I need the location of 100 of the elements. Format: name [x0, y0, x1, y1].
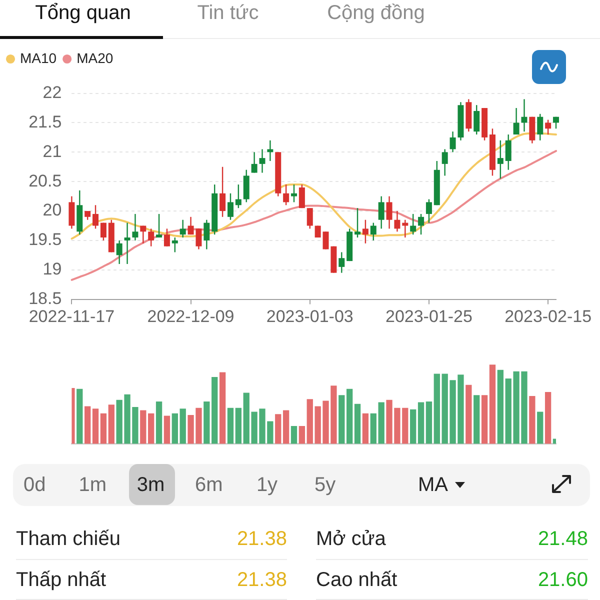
y-tick-label: 20 — [42, 200, 62, 220]
candlestick — [394, 210, 400, 232]
candlestick — [267, 140, 274, 162]
candlestick — [180, 219, 186, 238]
candlestick — [410, 213, 416, 236]
text: MA — [418, 473, 448, 497]
candlestick — [132, 213, 138, 242]
bar — [235, 408, 242, 444]
text: 21.48 — [538, 527, 588, 551]
bar — [338, 395, 345, 444]
text: 1m — [78, 473, 107, 497]
candlestick — [306, 207, 313, 230]
candlestick — [140, 225, 146, 244]
text: Thấp nhất — [16, 568, 106, 592]
bar — [434, 374, 440, 444]
bar — [346, 388, 353, 444]
bar — [481, 395, 488, 444]
candlestick — [164, 228, 170, 247]
bar — [290, 426, 298, 444]
bar — [76, 388, 83, 444]
candlestick — [283, 184, 290, 206]
bar — [227, 408, 234, 444]
bar — [298, 426, 306, 444]
bar — [212, 376, 218, 444]
x-tick-label: 2023-02-15 — [504, 307, 592, 326]
x-tick-label: 2022-12-09 — [147, 307, 234, 326]
bar — [362, 413, 369, 444]
bar — [180, 408, 186, 444]
bar — [156, 401, 162, 444]
y-tick-label: 18.5 — [28, 288, 62, 308]
candlestick — [378, 196, 384, 230]
candlestick — [386, 196, 392, 230]
y-tick-label: 21 — [42, 142, 62, 161]
bar — [108, 404, 114, 444]
bar — [474, 395, 480, 444]
text: 21.38 — [236, 568, 287, 592]
candlestick — [204, 219, 210, 250]
bar — [489, 364, 496, 444]
candlestick — [220, 166, 226, 218]
x-tick-label: 2023-01-03 — [266, 307, 354, 326]
candlestick — [442, 148, 448, 176]
candlestick — [370, 222, 376, 242]
candlestick — [68, 196, 75, 230]
bar — [370, 413, 376, 444]
bar — [426, 401, 432, 444]
y-tick-label: 22 — [42, 82, 62, 102]
text: 21.38 — [236, 527, 287, 551]
candlestick — [537, 113, 544, 141]
text: Cộng đồng — [327, 2, 425, 25]
text: 1y — [256, 473, 278, 497]
bar — [282, 410, 290, 444]
candlestick — [100, 222, 106, 242]
text: Mở cửa — [316, 527, 386, 551]
candlestick — [243, 169, 250, 203]
candlestick — [235, 184, 242, 209]
text: 0d — [23, 473, 46, 497]
x-tick-label: 2023-01-25 — [385, 307, 472, 326]
candlestick — [298, 184, 305, 209]
candlestick — [124, 222, 130, 265]
candlestick — [148, 228, 154, 247]
candlestick — [291, 184, 297, 203]
candlestick — [172, 236, 178, 253]
text: 6m — [194, 473, 223, 497]
y-tick-label: 19 — [42, 260, 62, 279]
candlestick — [362, 219, 368, 244]
bar — [164, 416, 170, 444]
candlestick — [426, 198, 432, 224]
y-tick-label: 21.5 — [28, 112, 62, 132]
legend-label: MA10 — [20, 50, 57, 66]
bar — [148, 413, 154, 444]
bar — [92, 408, 99, 444]
bar — [84, 406, 91, 444]
text: Tham chiếu — [16, 527, 120, 551]
legend-label: MA20 — [76, 50, 114, 66]
candlestick — [474, 104, 480, 136]
bar — [497, 370, 504, 444]
bar — [100, 413, 107, 444]
bar — [140, 410, 146, 444]
candlestick — [354, 207, 361, 238]
bar — [544, 392, 552, 444]
text: Cao nhất — [316, 568, 398, 592]
text: Tin tức — [197, 2, 259, 25]
candlestick — [259, 148, 266, 174]
bar — [410, 409, 416, 444]
bar — [378, 402, 384, 444]
candlestick — [505, 134, 512, 170]
bar — [354, 404, 361, 444]
bar — [537, 412, 544, 444]
bar — [529, 396, 536, 444]
candlestick — [338, 252, 345, 274]
y-tick-label: 19.5 — [28, 230, 62, 250]
y-tick-label: 20.5 — [28, 171, 62, 190]
text: 21.60 — [538, 568, 588, 592]
bar — [466, 384, 472, 444]
text: 3m — [136, 473, 165, 497]
candlestick — [497, 140, 504, 180]
candlestick — [521, 98, 528, 132]
bar — [172, 413, 178, 444]
text: 5y — [314, 473, 336, 497]
candlestick — [227, 192, 234, 220]
